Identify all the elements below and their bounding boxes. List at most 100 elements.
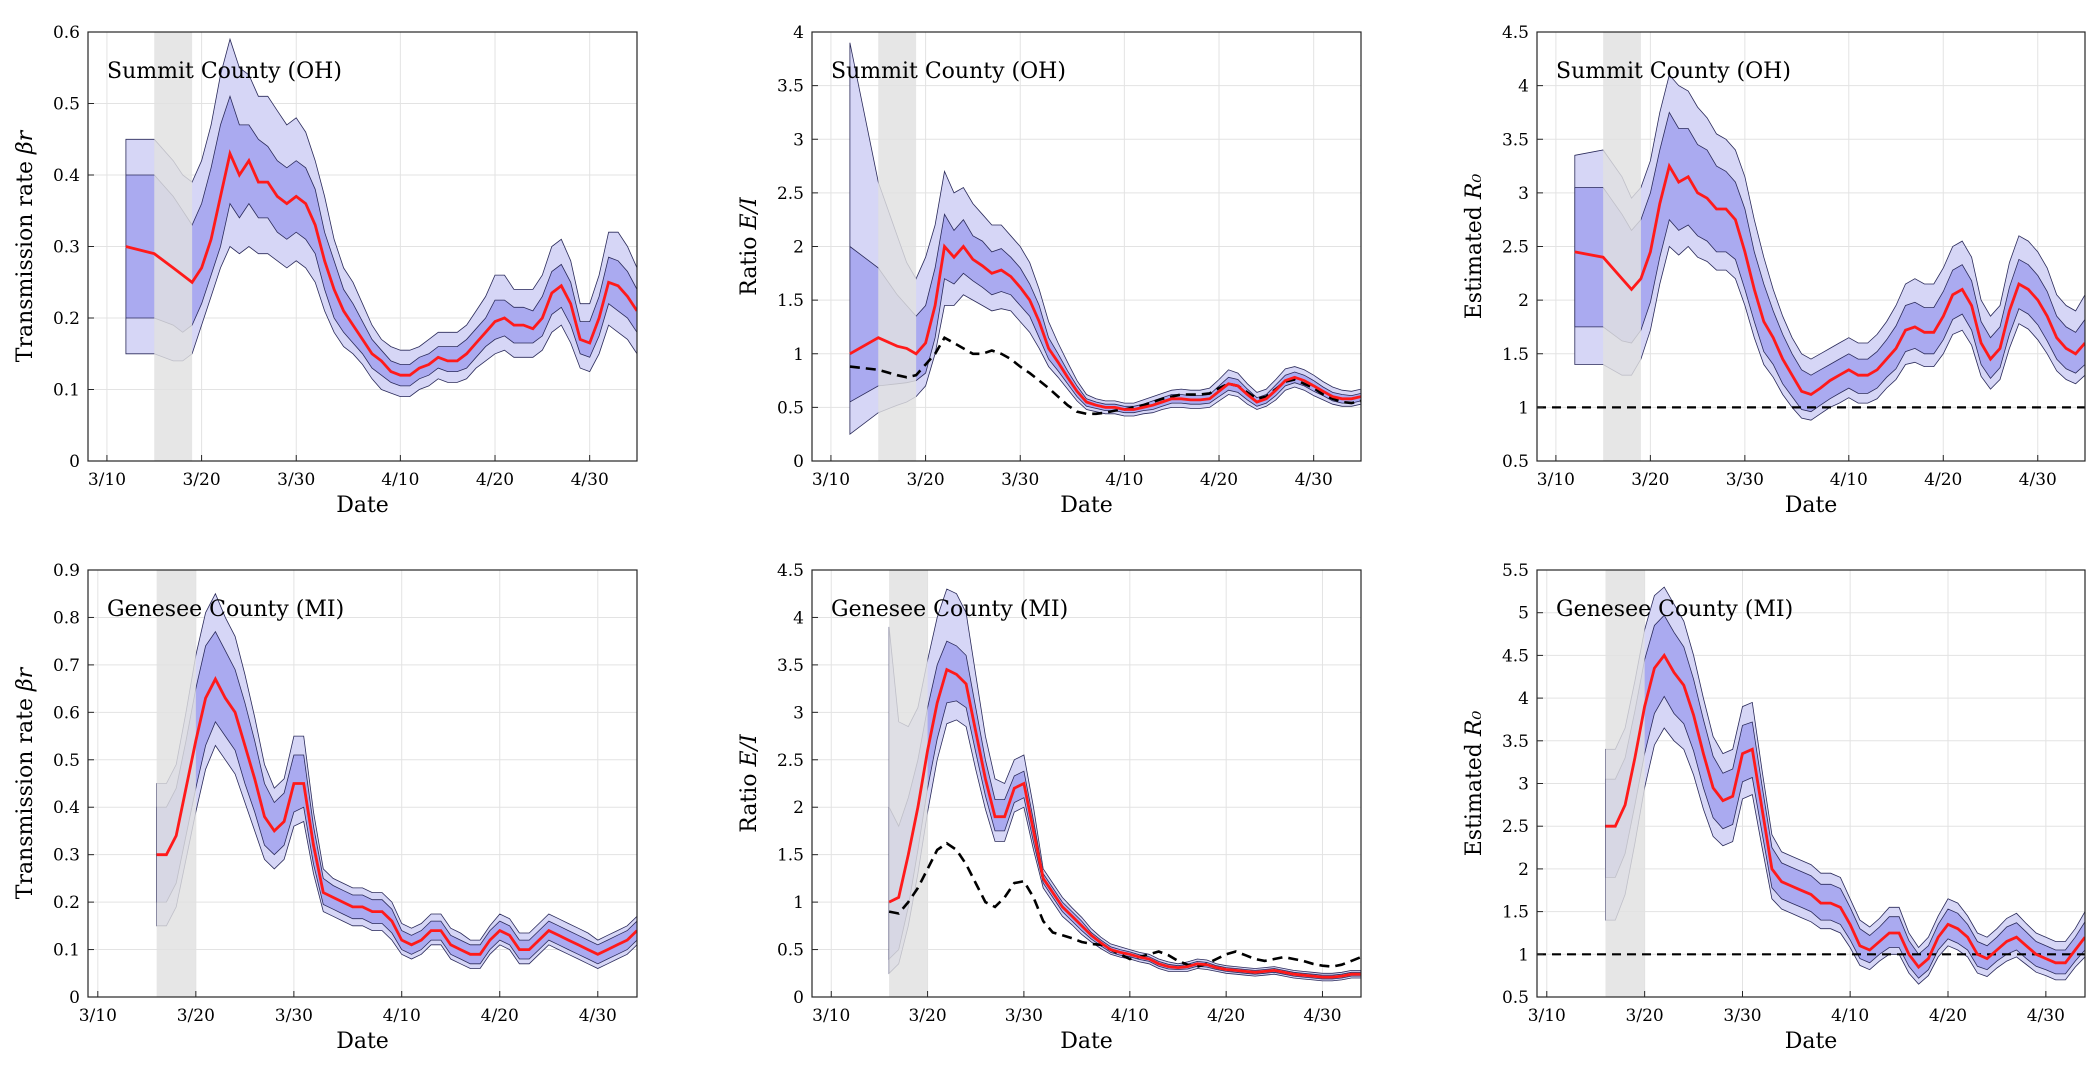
- y-tick-label: 1: [793, 345, 804, 365]
- y-tick-label: 0: [69, 452, 80, 472]
- y-tick-label: 4.5: [1502, 646, 1529, 666]
- plot-content: [849, 32, 1361, 461]
- panel-title: Genesee County (MI): [1556, 597, 1793, 622]
- plot-content: [888, 570, 1361, 997]
- y-tick-label: 0.4: [53, 798, 80, 818]
- y-tick-label: 3: [793, 703, 804, 723]
- x-axis-label: Date: [1060, 1029, 1113, 1054]
- y-tick-label: 0.6: [53, 23, 80, 43]
- y-axis-label-text: Ratio: [737, 766, 762, 832]
- y-tick-label: 0.2: [53, 309, 80, 329]
- y-tick-label: 4: [793, 23, 804, 43]
- y-axis-label-text: Estimated: [1462, 199, 1487, 319]
- x-tick-label: 4/10: [381, 470, 419, 490]
- x-tick-label: 3/10: [812, 1006, 850, 1026]
- y-tick-label: 3: [793, 130, 804, 150]
- y-tick-label: 2.5: [1502, 238, 1529, 258]
- median-line: [1605, 652, 2085, 970]
- y-tick-label: 0.2: [53, 893, 80, 913]
- y-axis-label-symbol: R₀: [1462, 174, 1487, 201]
- y-tick-label: 1: [793, 893, 804, 913]
- y-tick-label: 0.5: [1502, 988, 1529, 1008]
- x-tick-label: 3/10: [1537, 470, 1575, 490]
- y-tick-label: 5: [1518, 604, 1529, 624]
- x-tick-label: 3/20: [177, 1006, 215, 1026]
- x-tick-label: 4/10: [1830, 470, 1868, 490]
- axes-frame: [811, 569, 1362, 998]
- y-axis-label: Estimated R₀: [1462, 174, 1487, 320]
- shaded-interval: [1605, 570, 1645, 997]
- x-axis-label: Date: [1785, 493, 1838, 518]
- x-tick-label: 3/20: [1626, 1006, 1664, 1026]
- y-axis-label-text: Estimated: [1462, 736, 1487, 856]
- panel-title: Genesee County (MI): [107, 597, 344, 622]
- y-axis-label: Transmission rate βr: [13, 129, 38, 362]
- y-tick-label: 1: [1518, 945, 1529, 965]
- y-axis-label: Transmission rate βr: [13, 666, 38, 899]
- panel-bottom-left: 0 0.1 0.2 0.3 0.4 0.5 0.6 0.7 0.8 0.9 3/10 3/20 3/30…: [13, 561, 638, 1054]
- x-tick-label: 4/20: [1207, 1006, 1245, 1026]
- y-tick-label: 0: [793, 988, 804, 1008]
- y-axis-label-symbol: E/I: [737, 733, 762, 767]
- y-tick-label: 3.5: [1502, 130, 1529, 150]
- y-axis-label-text: Transmission rate: [13, 691, 38, 899]
- x-tick-label: 4/30: [1303, 1006, 1341, 1026]
- x-axis-label: Date: [1060, 493, 1113, 518]
- x-tick-label: 4/30: [1295, 470, 1333, 490]
- x-tick-label: 3/10: [88, 470, 126, 490]
- x-tick-label: 3/30: [1726, 470, 1764, 490]
- y-axis-label-text: Transmission rate: [13, 154, 38, 362]
- x-tick-label: 4/30: [579, 1006, 617, 1026]
- shaded-interval: [1603, 32, 1641, 461]
- x-axis-label: Date: [1785, 1029, 1838, 1054]
- x-tick-label: 3/20: [906, 470, 944, 490]
- inner-credible-band: [1605, 614, 2085, 979]
- x-tick-label: 3/20: [182, 470, 220, 490]
- y-tick-label: 0.3: [53, 846, 80, 866]
- y-tick-label: 0.5: [1502, 452, 1529, 472]
- y-tick-label: 0.1: [53, 381, 80, 401]
- panel-title: Genesee County (MI): [831, 597, 1068, 622]
- x-tick-label: 4/10: [1105, 470, 1143, 490]
- x-axis-label: Date: [336, 493, 389, 518]
- y-tick-label: 0.5: [777, 398, 804, 418]
- panel-title: Summit County (OH): [107, 59, 342, 84]
- y-tick-label: 4.5: [1502, 23, 1529, 43]
- plot-content: [156, 570, 637, 997]
- y-tick-label: 4: [1518, 77, 1529, 97]
- outer-credible-band: [888, 588, 1361, 982]
- y-tick-label: 2: [1518, 291, 1529, 311]
- panel-top-right: 0.5 1 1.5 2 2.5 3 3.5 4 4.5 3/10 3/20 3/30 4/10 4/20 4…: [1462, 23, 2086, 518]
- x-tick-label: 3/30: [1001, 470, 1039, 490]
- y-tick-label: 0.3: [53, 238, 80, 258]
- plot-content: [1537, 32, 2085, 461]
- y-tick-label: 0.6: [53, 703, 80, 723]
- reference-dashed-line: [888, 841, 1361, 968]
- y-tick-label: 0.5: [53, 751, 80, 771]
- shaded-interval: [154, 32, 193, 461]
- x-tick-label: 4/10: [1831, 1006, 1869, 1026]
- x-tick-label: 4/30: [2027, 1006, 2065, 1026]
- x-tick-label: 3/30: [275, 1006, 313, 1026]
- y-tick-label: 3.5: [777, 77, 804, 97]
- x-tick-label: 3/20: [1631, 470, 1669, 490]
- x-tick-label: 4/10: [1111, 1006, 1149, 1026]
- shaded-interval: [878, 32, 917, 461]
- y-tick-label: 2: [793, 798, 804, 818]
- y-axis-label-symbol: βr: [13, 129, 38, 155]
- panel-bottom-middle: 0 0.5 1 1.5 2 2.5 3 3.5 4 4.5 3/10 3/20 3/30 4/10 4/20…: [737, 561, 1362, 1054]
- y-tick-label: 0.9: [53, 561, 80, 581]
- x-tick-label: 4/10: [383, 1006, 421, 1026]
- y-tick-label: 1.5: [1502, 345, 1529, 365]
- y-tick-label: 0.5: [53, 95, 80, 115]
- y-tick-label: 4.5: [777, 561, 804, 581]
- panel-bottom-right: 0.5 1 1.5 2 2.5 3 3.5 4 4.5 5 5.5 3/10 3/20 3/30 4/10 4…: [1462, 561, 2086, 1054]
- x-axis-label: Date: [336, 1029, 389, 1054]
- outer-credible-band: [849, 42, 1361, 436]
- y-tick-label: 2.5: [777, 751, 804, 771]
- inner-credible-band: [888, 640, 1361, 980]
- y-tick-label: 0.5: [777, 941, 804, 961]
- x-tick-label: 4/20: [1924, 470, 1962, 490]
- y-tick-label: 1.5: [777, 291, 804, 311]
- outer-credible-band: [156, 592, 637, 969]
